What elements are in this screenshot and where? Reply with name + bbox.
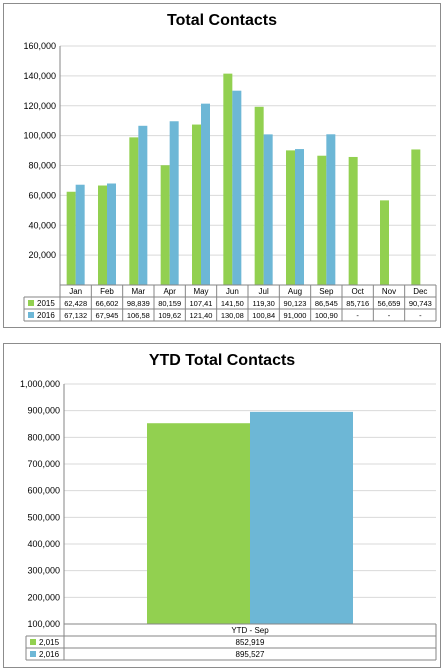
table-cell: 109,62	[158, 311, 181, 320]
legend-key-2015	[28, 300, 34, 306]
legend-label-2,016: 2,016	[39, 650, 60, 659]
y-tick-label: 60,000	[28, 190, 56, 200]
bar-2,016	[250, 411, 353, 624]
y-tick-label: 120,000	[23, 101, 56, 111]
table-cell: -	[356, 311, 359, 320]
y-tick-label: 40,000	[28, 220, 56, 230]
bar-2016-may	[201, 103, 210, 285]
y-tick-label: 20,000	[28, 250, 56, 260]
ytd-contacts-chart: 100,000 200,000 300,000 400,000 500,000 600,0…	[20, 379, 437, 661]
x-tick-label: Apr	[163, 287, 176, 296]
y-tick-label: 100,000	[27, 619, 60, 629]
y-tick-label: 80,000	[28, 161, 56, 171]
table-cell: 130,08	[221, 311, 244, 320]
y-tick-label: 100,000	[23, 131, 56, 141]
table-cell: 106,58	[127, 311, 150, 320]
y-tick-label: 300,000	[27, 566, 60, 576]
x-tick-label: May	[193, 287, 208, 296]
y-tick-label: 600,000	[27, 486, 60, 496]
table-cell: 56,659	[378, 299, 401, 308]
bar-2016-jan	[75, 184, 85, 285]
monthly-contacts-chart: 20,000 40,000 60,000 80,000 100,000 120,000 14…	[23, 41, 437, 322]
table-cell: 107,41	[190, 299, 213, 308]
x-tick-label: Jul	[259, 287, 269, 296]
table-cell: 80,159	[158, 299, 181, 308]
bar-2016-feb	[107, 183, 116, 285]
bar-2015-jan	[66, 191, 76, 285]
x-tick-label: Feb	[100, 287, 114, 296]
legend-key-2016	[28, 312, 34, 318]
legend-label-2016: 2016	[37, 311, 55, 320]
chart-title: Total Contacts	[167, 12, 277, 29]
monthly-chart-panel: Total Contacts 20,000 40,000 60,000 80,000 1…	[3, 3, 441, 328]
bar-2015-aug	[286, 150, 295, 285]
table-cell: 90,123	[284, 299, 307, 308]
bar-2015-may	[192, 124, 201, 286]
bar-2015-feb	[98, 185, 107, 285]
y-tick-label: 200,000	[27, 592, 60, 602]
y-tick-label: 900,000	[27, 406, 60, 416]
bar-2015-mar	[129, 137, 139, 285]
bar-2015-jul	[254, 106, 264, 285]
x-tick-label: Dec	[413, 287, 427, 296]
legend-key-2,015	[30, 639, 36, 645]
x-tick-label: Sep	[319, 287, 334, 296]
bar-2,015	[147, 423, 250, 624]
legend-label-2015: 2015	[37, 299, 55, 308]
bar-2016-apr	[169, 121, 179, 285]
y-tick-label: 160,000	[23, 41, 56, 51]
y-tick-label: 140,000	[23, 71, 56, 81]
y-tick-label: 400,000	[27, 539, 60, 549]
y-tick-label: 500,000	[27, 512, 60, 522]
bar-2015-oct	[348, 156, 358, 285]
bar-2015-jun	[223, 73, 233, 286]
y-tick-label: 700,000	[27, 459, 60, 469]
chart-title: YTD Total Contacts	[148, 352, 296, 369]
table-cell: 141,50	[221, 299, 244, 308]
table-cell: 119,30	[252, 299, 274, 308]
y-tick-label: 800,000	[27, 432, 60, 442]
bar-2016-mar	[138, 125, 148, 285]
y-tick-label: 1,000,000	[20, 379, 60, 389]
bar-2016-jul	[263, 134, 273, 285]
x-tick-label: Mar	[131, 287, 145, 296]
table-cell: 100,84	[252, 311, 275, 320]
table-cell: 98,839	[127, 299, 150, 308]
table-cell: 91,000	[284, 311, 307, 320]
table-cell: 90,743	[409, 299, 432, 308]
table-cell: 895,527	[236, 650, 265, 659]
bar-2015-apr	[160, 165, 170, 285]
bar-2015-nov	[380, 200, 389, 285]
x-tick-label: Oct	[351, 287, 364, 296]
table-cell: 66,602	[96, 299, 119, 308]
table-cell: 121,40	[190, 311, 213, 320]
bar-2016-jun	[232, 90, 242, 286]
table-cell: 852,919	[236, 638, 265, 647]
bar-2016-sep	[326, 134, 336, 285]
table-cell: 86,545	[315, 299, 338, 308]
x-tick-label: Jan	[69, 287, 82, 296]
table-cell: -	[388, 311, 391, 320]
table-cell: 62,428	[64, 299, 87, 308]
table-cell: 67,945	[96, 311, 119, 320]
x-tick-label: Aug	[288, 287, 302, 296]
legend-label-2,015: 2,015	[39, 638, 60, 647]
x-tick-label: Jun	[226, 287, 239, 296]
table-cell: 85,716	[346, 299, 369, 308]
table-cell: 100,90	[315, 311, 338, 320]
table-cell: -	[419, 311, 422, 320]
legend-key-2,016	[30, 651, 36, 657]
bar-2016-aug	[295, 149, 304, 285]
ytd-chart-panel: YTD Total Contacts 100,000 200,000 300,000…	[3, 343, 441, 668]
bar-2015-dec	[411, 149, 421, 285]
bar-2015-sep	[317, 155, 327, 285]
x-tick-label: Nov	[382, 287, 396, 296]
table-cell: 67,132	[64, 311, 87, 320]
x-tick-label: YTD - Sep	[231, 626, 269, 635]
